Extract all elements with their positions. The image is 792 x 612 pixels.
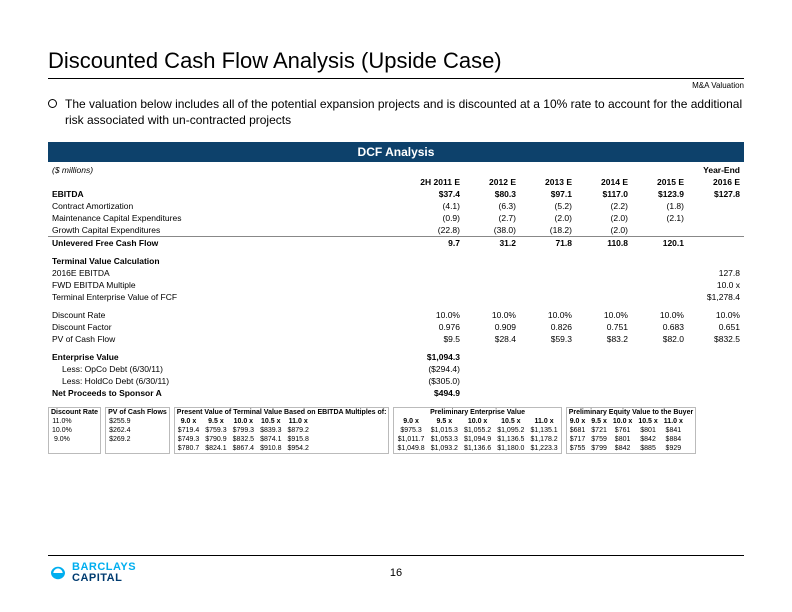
col-header: 2016 E bbox=[688, 176, 744, 188]
bullet-point: The valuation below includes all of the … bbox=[48, 96, 744, 128]
eagle-icon bbox=[48, 566, 68, 580]
col-header: 2014 E bbox=[576, 176, 632, 188]
footer: BARCLAYS CAPITAL 16 bbox=[48, 555, 744, 584]
sens-equity-value: Preliminary Equity Value to the Buyer9.0… bbox=[566, 407, 696, 454]
col-header: 2015 E bbox=[632, 176, 688, 188]
bullet-text: The valuation below includes all of the … bbox=[65, 96, 744, 128]
year-end-label: Year-End bbox=[688, 164, 744, 176]
col-header: 2012 E bbox=[464, 176, 520, 188]
sens-enterprise-value: Preliminary Enterprise Value9.0 x9.5 x10… bbox=[393, 407, 561, 454]
logo-line2: CAPITAL bbox=[72, 573, 136, 584]
col-header: 2013 E bbox=[520, 176, 576, 188]
barclays-logo: BARCLAYS CAPITAL bbox=[48, 562, 136, 584]
col-header: 2H 2011 E bbox=[408, 176, 464, 188]
bullet-marker bbox=[48, 99, 57, 108]
dcf-table: ($ millions) Year-End 2H 2011 E 2012 E 2… bbox=[48, 164, 744, 399]
dcf-section-header: DCF Analysis bbox=[48, 142, 744, 162]
corner-tag: M&A Valuation bbox=[48, 81, 744, 90]
sens-discount-rate: Discount Rate11.0%10.0%9.0% bbox=[48, 407, 101, 454]
units-label: ($ millions) bbox=[48, 164, 278, 176]
tvc-header: Terminal Value Calculation bbox=[48, 255, 744, 267]
sensitivity-tables: Discount Rate11.0%10.0%9.0% PV of Cash F… bbox=[48, 407, 744, 454]
sens-pv-terminal: Present Value of Terminal Value Based on… bbox=[174, 407, 390, 454]
sens-pv-cf: PV of Cash Flows$255.9$262.4$269.2 bbox=[105, 407, 170, 454]
page-number: 16 bbox=[390, 567, 402, 579]
page-title: Discounted Cash Flow Analysis (Upside Ca… bbox=[48, 48, 744, 79]
